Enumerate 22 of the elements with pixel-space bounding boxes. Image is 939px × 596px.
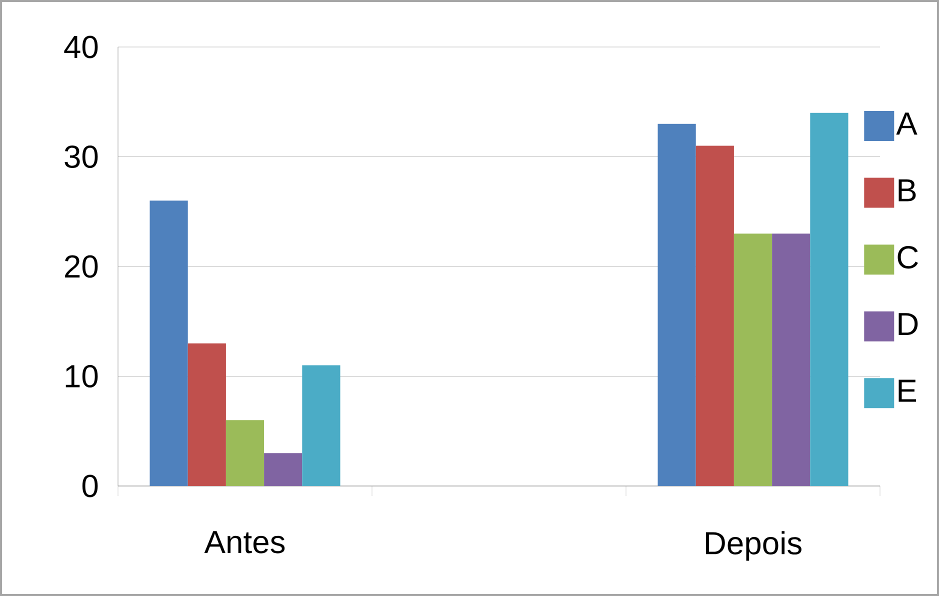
y-tick-label: 40 — [64, 36, 98, 58]
legend-label: C — [898, 246, 918, 269]
bar — [696, 146, 734, 486]
bar — [150, 200, 188, 486]
bar — [188, 343, 226, 486]
x-tick-label: Depois — [706, 531, 802, 561]
legend-label: D — [898, 313, 918, 336]
legend-label: A — [896, 112, 918, 135]
y-tick-label: 0 — [82, 474, 98, 498]
bar — [772, 234, 810, 486]
bar — [226, 420, 264, 486]
legend-label: B — [898, 179, 916, 202]
bar — [734, 234, 772, 486]
y-tick-label: 30 — [64, 145, 98, 168]
bar — [264, 453, 302, 486]
legend-label: E — [898, 380, 916, 402]
y-tick-label: 10 — [66, 364, 98, 388]
bar — [810, 112, 848, 486]
bar — [658, 124, 696, 486]
y-tick-label: 20 — [65, 255, 98, 278]
x-tick-label: Antes — [204, 531, 285, 554]
bar — [302, 365, 340, 486]
